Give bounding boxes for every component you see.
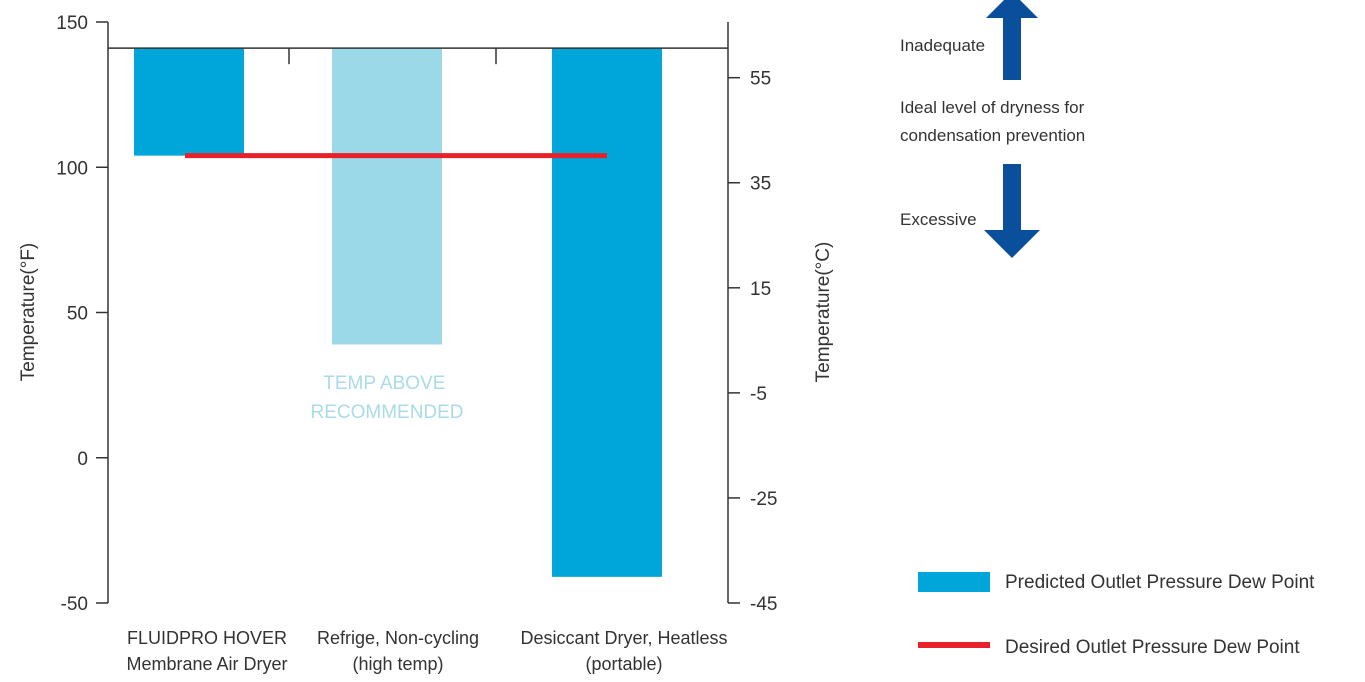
legend: Predicted Outlet Pressure Dew Point Desi… bbox=[918, 572, 1315, 658]
right-tick-label: -45 bbox=[750, 594, 777, 615]
arrow-up-icon bbox=[986, 0, 1038, 80]
left-tick-label: 100 bbox=[56, 158, 88, 179]
category-label: FLUIDPRO HOVER Membrane Air Dryer bbox=[126, 628, 287, 674]
bar bbox=[552, 48, 662, 577]
dryness-indicator: Inadequate Ideal level of dryness for co… bbox=[900, 0, 1089, 258]
category-label: Refrige, Non-cycling (high temp) bbox=[317, 628, 479, 674]
category-axis-ticks bbox=[288, 48, 497, 65]
temp-above-note-line-2: RECOMMENDED bbox=[310, 402, 463, 423]
inadequate-label: Inadequate bbox=[900, 36, 985, 55]
category-labels: FLUIDPRO HOVER Membrane Air Dryer Refrige,… bbox=[126, 628, 727, 674]
category-label: Desiccant Dryer, Heatless (portable) bbox=[520, 628, 727, 674]
bars-layer bbox=[134, 48, 662, 577]
right-axis-title: Temperature(°C) bbox=[813, 242, 834, 383]
left-tick-label: 150 bbox=[56, 13, 88, 34]
right-axis-ticks: 55 35 15 -5 -25 -45 bbox=[728, 69, 777, 615]
excessive-label: Excessive bbox=[900, 210, 977, 229]
temp-above-note: TEMP ABOVE RECOMMENDED bbox=[310, 373, 463, 423]
temp-above-note-line-1: TEMP ABOVE bbox=[323, 373, 445, 394]
left-tick-label: 0 bbox=[77, 449, 88, 470]
arrow-down-icon bbox=[984, 164, 1040, 258]
left-tick-label: 50 bbox=[67, 304, 88, 325]
legend-label-predicted: Predicted Outlet Pressure Dew Point bbox=[1005, 572, 1315, 593]
left-tick-label: -50 bbox=[61, 594, 88, 615]
right-tick-label: 55 bbox=[750, 69, 771, 90]
right-tick-label: -5 bbox=[750, 384, 767, 405]
ideal-dryness-line-2: condensation prevention bbox=[900, 126, 1085, 145]
right-tick-label: -25 bbox=[750, 489, 777, 510]
left-axis-ticks: -50 0 50 100 150 bbox=[56, 13, 108, 615]
right-tick-label: 15 bbox=[750, 279, 771, 300]
ideal-dryness-label: Ideal level of dryness for condensation … bbox=[900, 98, 1089, 145]
legend-swatch-predicted bbox=[918, 572, 990, 592]
bar bbox=[332, 48, 442, 345]
legend-label-desired: Desired Outlet Pressure Dew Point bbox=[1005, 637, 1300, 658]
left-axis-title: Temperature(°F) bbox=[18, 243, 39, 382]
legend-swatch-desired bbox=[918, 642, 990, 648]
right-tick-label: 35 bbox=[750, 174, 771, 195]
ideal-dryness-line-1: Ideal level of dryness for bbox=[900, 98, 1085, 117]
bar bbox=[134, 48, 244, 156]
